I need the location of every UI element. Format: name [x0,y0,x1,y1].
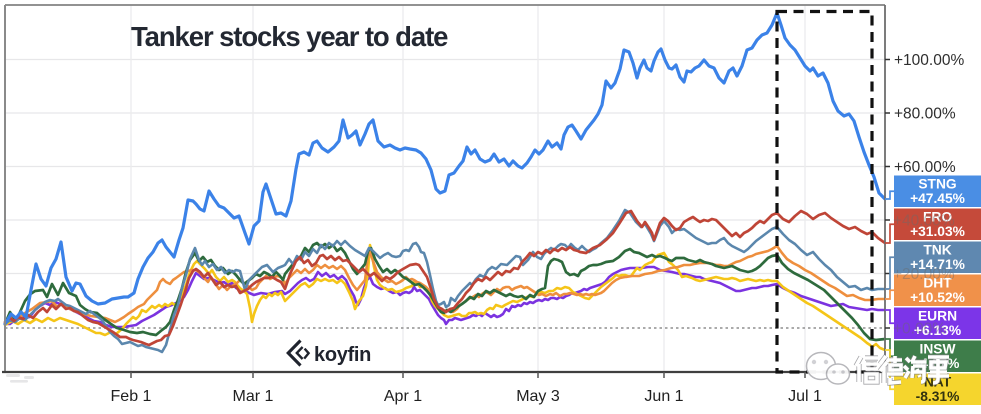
svg-text:+47.45%: +47.45% [910,191,965,206]
svg-text:STNG: STNG [918,177,956,192]
svg-text:+10.52%: +10.52% [910,290,965,305]
svg-text:+14.71%: +14.71% [910,257,965,272]
svg-text:EURN: EURN [918,309,957,324]
svg-text:+80.00%: +80.00% [894,106,956,123]
svg-text:+40.00%: +40.00% [893,213,955,230]
svg-text:+60.00%: +60.00% [894,159,956,176]
svg-text:+31.03%: +31.03% [910,224,965,239]
svg-text:May 3: May 3 [516,388,560,405]
svg-text:FRO: FRO [923,210,952,225]
svg-text:Jun 1: Jun 1 [644,388,683,405]
svg-text:TNK: TNK [923,243,951,258]
svg-text:Feb 1: Feb 1 [111,388,152,405]
svg-text:+6.13%: +6.13% [914,323,961,338]
svg-text:INSW: INSW [919,342,956,357]
svg-text:Jul 1: Jul 1 [788,388,822,405]
svg-text:+100.00%: +100.00% [894,52,964,69]
svg-text:Mar 1: Mar 1 [233,388,274,405]
svg-text:-8.31%: -8.31% [916,389,960,404]
svg-text:DHT: DHT [923,276,952,291]
svg-text:+20.00%: +20.00% [893,266,955,283]
svg-text:koyfin: koyfin [314,344,371,366]
svg-text:+0.00%: +0.00% [893,321,946,338]
svg-text:Tanker stocks year to date: Tanker stocks year to date [131,21,448,52]
svg-text:Apr 1: Apr 1 [384,388,422,405]
